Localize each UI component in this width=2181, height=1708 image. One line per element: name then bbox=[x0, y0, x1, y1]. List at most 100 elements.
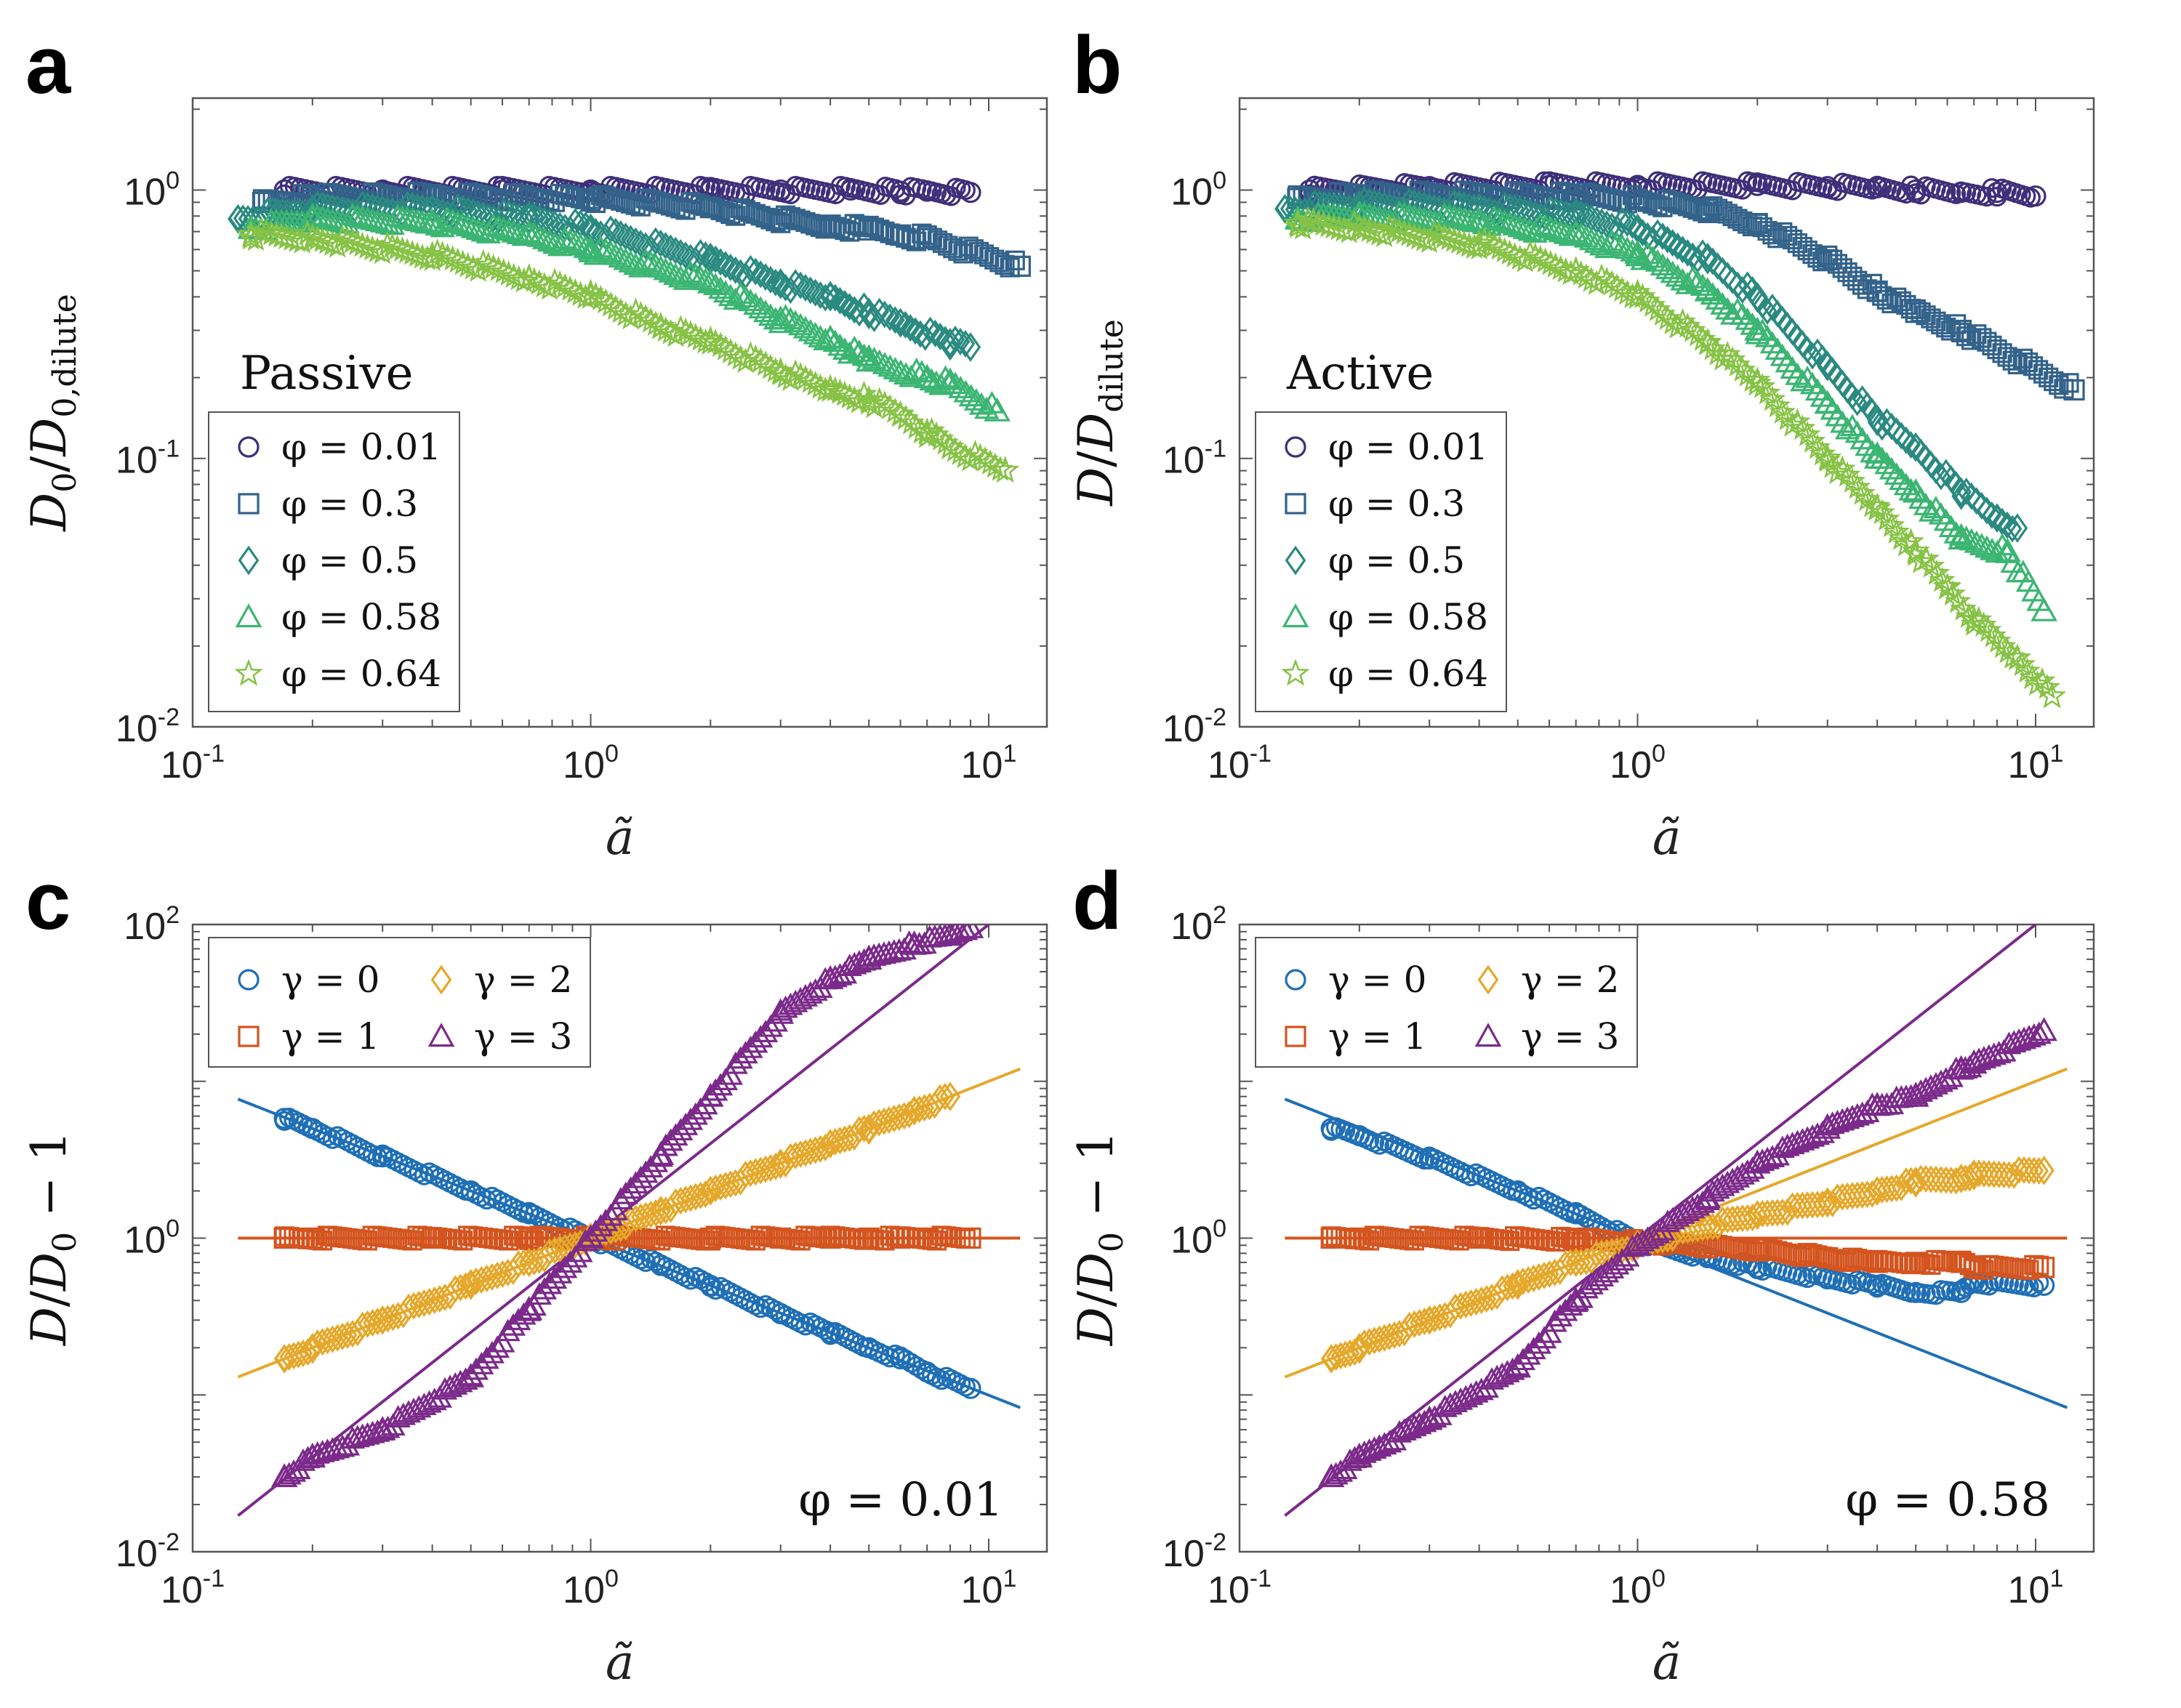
data-point bbox=[853, 217, 875, 238]
data-point bbox=[1610, 1248, 1635, 1271]
data-point bbox=[1999, 1161, 2019, 1189]
data-point bbox=[1665, 264, 1690, 287]
data-point bbox=[576, 281, 606, 310]
data-point bbox=[623, 252, 648, 275]
data-point bbox=[1799, 427, 1826, 453]
data-point bbox=[696, 269, 724, 294]
data-point bbox=[1418, 1305, 1440, 1335]
data-point bbox=[1752, 1260, 1772, 1281]
data-point bbox=[770, 1148, 792, 1178]
data-point bbox=[482, 1263, 502, 1291]
data-point bbox=[1650, 253, 1676, 275]
data-point bbox=[1889, 467, 1914, 491]
data-point bbox=[1996, 1031, 2022, 1055]
data-point bbox=[1872, 1175, 1892, 1204]
data-point bbox=[1562, 1286, 1590, 1311]
data-point bbox=[1404, 1230, 1424, 1251]
panel-annotation: φ = 0.01 bbox=[798, 1473, 1003, 1527]
data-point bbox=[1802, 1244, 1823, 1264]
data-point bbox=[1866, 1274, 1888, 1297]
data-point bbox=[1772, 1199, 1793, 1227]
data-point bbox=[1817, 1187, 1839, 1217]
data-point bbox=[1839, 414, 1865, 437]
data-point bbox=[573, 235, 598, 258]
data-point bbox=[2024, 1156, 2044, 1185]
data-point bbox=[365, 1419, 390, 1442]
data-point bbox=[460, 215, 486, 238]
data-point bbox=[686, 193, 706, 214]
data-point bbox=[613, 247, 638, 270]
data-point bbox=[933, 365, 958, 388]
data-point bbox=[1905, 1281, 1927, 1303]
data-point bbox=[1743, 316, 1771, 341]
data-point bbox=[1410, 1309, 1429, 1337]
data-point bbox=[936, 925, 964, 946]
data-point bbox=[1610, 233, 1635, 257]
data-point bbox=[1878, 512, 1905, 537]
data-point bbox=[930, 323, 950, 351]
data-point bbox=[1867, 408, 1887, 437]
data-point bbox=[693, 267, 718, 291]
data-point bbox=[1463, 1379, 1489, 1403]
axis-ticks bbox=[1239, 924, 2094, 1552]
data-point bbox=[539, 1238, 560, 1266]
data-point bbox=[1455, 1290, 1476, 1318]
x-tick-label: 101 bbox=[961, 1565, 1017, 1611]
data-point bbox=[1881, 412, 1902, 440]
data-point bbox=[904, 1095, 925, 1126]
data-point bbox=[960, 332, 981, 362]
data-point bbox=[1939, 580, 1967, 606]
data-point bbox=[890, 307, 911, 338]
data-point bbox=[625, 195, 646, 215]
data-point bbox=[1644, 249, 1671, 272]
data-point bbox=[2011, 1026, 2037, 1050]
legend-marker bbox=[238, 1026, 260, 1047]
data-point bbox=[1852, 275, 1873, 295]
data-point bbox=[1283, 209, 1312, 236]
data-point bbox=[658, 259, 683, 283]
data-point bbox=[1944, 587, 1972, 613]
data-point bbox=[1620, 238, 1645, 262]
data-point bbox=[1901, 1167, 1921, 1195]
data-point bbox=[705, 245, 726, 273]
y-tick-label: 100 bbox=[124, 1215, 180, 1262]
data-point bbox=[691, 1181, 710, 1209]
legend-entry-1: φ = 0.3 bbox=[1328, 483, 1465, 525]
data-point bbox=[1963, 1161, 1985, 1191]
data-point bbox=[1625, 243, 1650, 267]
data-point bbox=[650, 1254, 672, 1276]
data-point bbox=[1687, 1214, 1708, 1243]
data-point bbox=[577, 1224, 604, 1249]
data-point bbox=[1866, 177, 1888, 198]
data-point bbox=[1742, 1255, 1763, 1276]
data-point bbox=[1992, 507, 2012, 536]
data-point bbox=[680, 243, 701, 272]
data-point bbox=[830, 286, 850, 315]
data-point bbox=[526, 224, 552, 247]
data-point bbox=[1743, 1149, 1771, 1174]
data-point bbox=[578, 240, 603, 262]
data-point bbox=[748, 296, 774, 319]
data-layer bbox=[228, 175, 1031, 483]
data-point bbox=[598, 1203, 624, 1226]
data-point bbox=[688, 265, 713, 288]
x-tick-label: 101 bbox=[961, 740, 1017, 786]
data-point bbox=[1563, 1289, 1588, 1313]
data-point bbox=[2025, 185, 2047, 207]
data-point bbox=[785, 269, 806, 297]
data-point bbox=[1778, 1244, 1798, 1264]
data-point bbox=[1767, 228, 1788, 249]
data-point bbox=[1938, 515, 1964, 538]
data-point bbox=[398, 1293, 419, 1321]
data-point bbox=[418, 241, 447, 268]
y-tick-label: 10-1 bbox=[1162, 435, 1226, 482]
data-point bbox=[800, 276, 821, 305]
data-point bbox=[691, 238, 710, 267]
legend-marker bbox=[1285, 1026, 1306, 1047]
data-point bbox=[735, 200, 756, 220]
data-point bbox=[273, 1344, 295, 1374]
data-point bbox=[905, 317, 925, 345]
data-point bbox=[783, 310, 808, 333]
data-point bbox=[1883, 518, 1910, 544]
